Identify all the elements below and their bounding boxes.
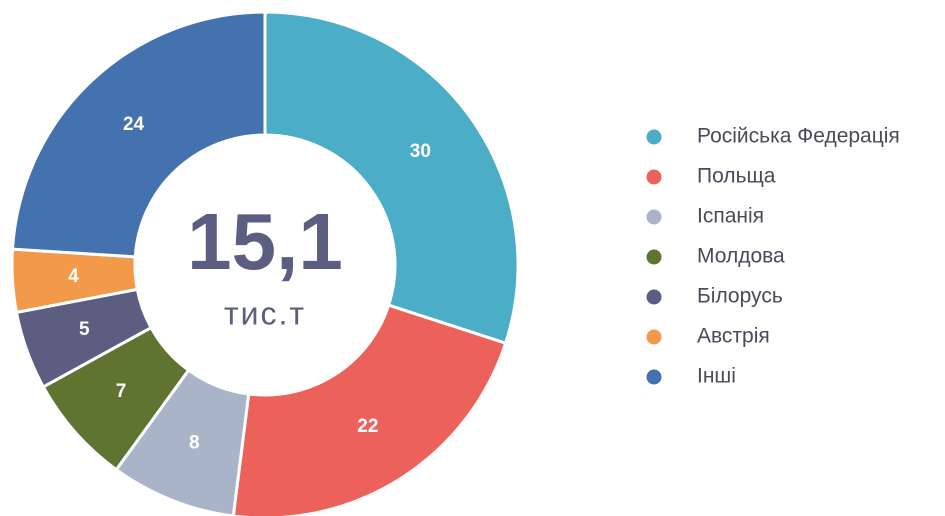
legend-marker: [646, 329, 662, 345]
legend-label: Інші: [697, 365, 736, 388]
legend-marker: [646, 249, 662, 265]
data-label: 22: [357, 416, 378, 437]
legend-marker: [646, 169, 662, 185]
legend-marker: [646, 369, 662, 385]
legend-marker: [646, 209, 662, 225]
center-unit: тис.т: [224, 295, 306, 331]
data-label: 8: [189, 433, 200, 454]
donut-segment: [10, 10, 267, 259]
data-label: 7: [116, 381, 127, 402]
center-value: 15,1: [187, 197, 343, 286]
data-label: 30: [410, 141, 431, 162]
legend-label: Іспанія: [697, 205, 764, 228]
legend-marker: [646, 289, 662, 305]
legend-label: Російська Федерація: [697, 125, 900, 148]
legend-label: Молдова: [697, 245, 785, 268]
donut-segment: [231, 303, 508, 516]
data-label: 24: [123, 114, 145, 135]
legend-label: Білорусь: [697, 285, 783, 308]
legend-marker: [646, 129, 662, 145]
legend-label: Польща: [697, 165, 776, 188]
data-label: 4: [68, 266, 79, 287]
data-label: 5: [79, 319, 90, 340]
donut-segment: [263, 10, 520, 346]
legend-label: Австрія: [697, 325, 770, 348]
